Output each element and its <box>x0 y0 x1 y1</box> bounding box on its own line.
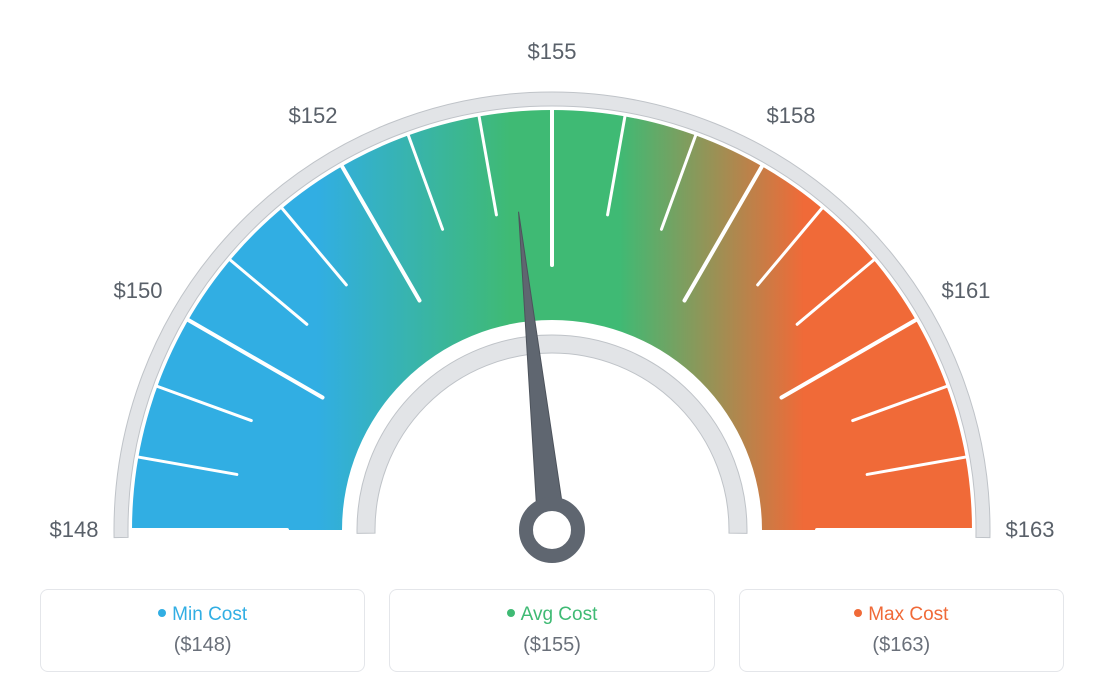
chart-container: $148 $150 $152 $155 $158 $161 $163 Min Cost ($… <box>0 0 1104 690</box>
scale-label: $155 <box>528 39 577 65</box>
scale-label: $152 <box>289 103 338 129</box>
legend-value-avg: ($155) <box>400 634 703 657</box>
dot-icon <box>854 609 862 617</box>
gauge-svg <box>0 0 1104 580</box>
legend-row: Min Cost ($148) Avg Cost ($155) Max Cost… <box>0 589 1104 672</box>
legend-card-avg: Avg Cost ($155) <box>389 589 714 672</box>
legend-label-max: Max Cost <box>868 604 948 625</box>
scale-label: $148 <box>50 517 99 543</box>
legend-label-avg: Avg Cost <box>521 604 598 625</box>
legend-value-min: ($148) <box>51 634 354 657</box>
gauge-chart: $148 $150 $152 $155 $158 $161 $163 <box>0 0 1104 580</box>
legend-title-max: Max Cost <box>750 604 1053 626</box>
dot-icon <box>158 609 166 617</box>
legend-value-max: ($163) <box>750 634 1053 657</box>
scale-label: $161 <box>941 278 990 304</box>
scale-label: $163 <box>1006 517 1055 543</box>
dot-icon <box>507 609 515 617</box>
scale-label: $150 <box>114 278 163 304</box>
legend-label-min: Min Cost <box>172 604 247 625</box>
scale-label: $158 <box>767 103 816 129</box>
legend-card-max: Max Cost ($163) <box>739 589 1064 672</box>
legend-title-avg: Avg Cost <box>400 604 703 626</box>
legend-title-min: Min Cost <box>51 604 354 626</box>
legend-card-min: Min Cost ($148) <box>40 589 365 672</box>
